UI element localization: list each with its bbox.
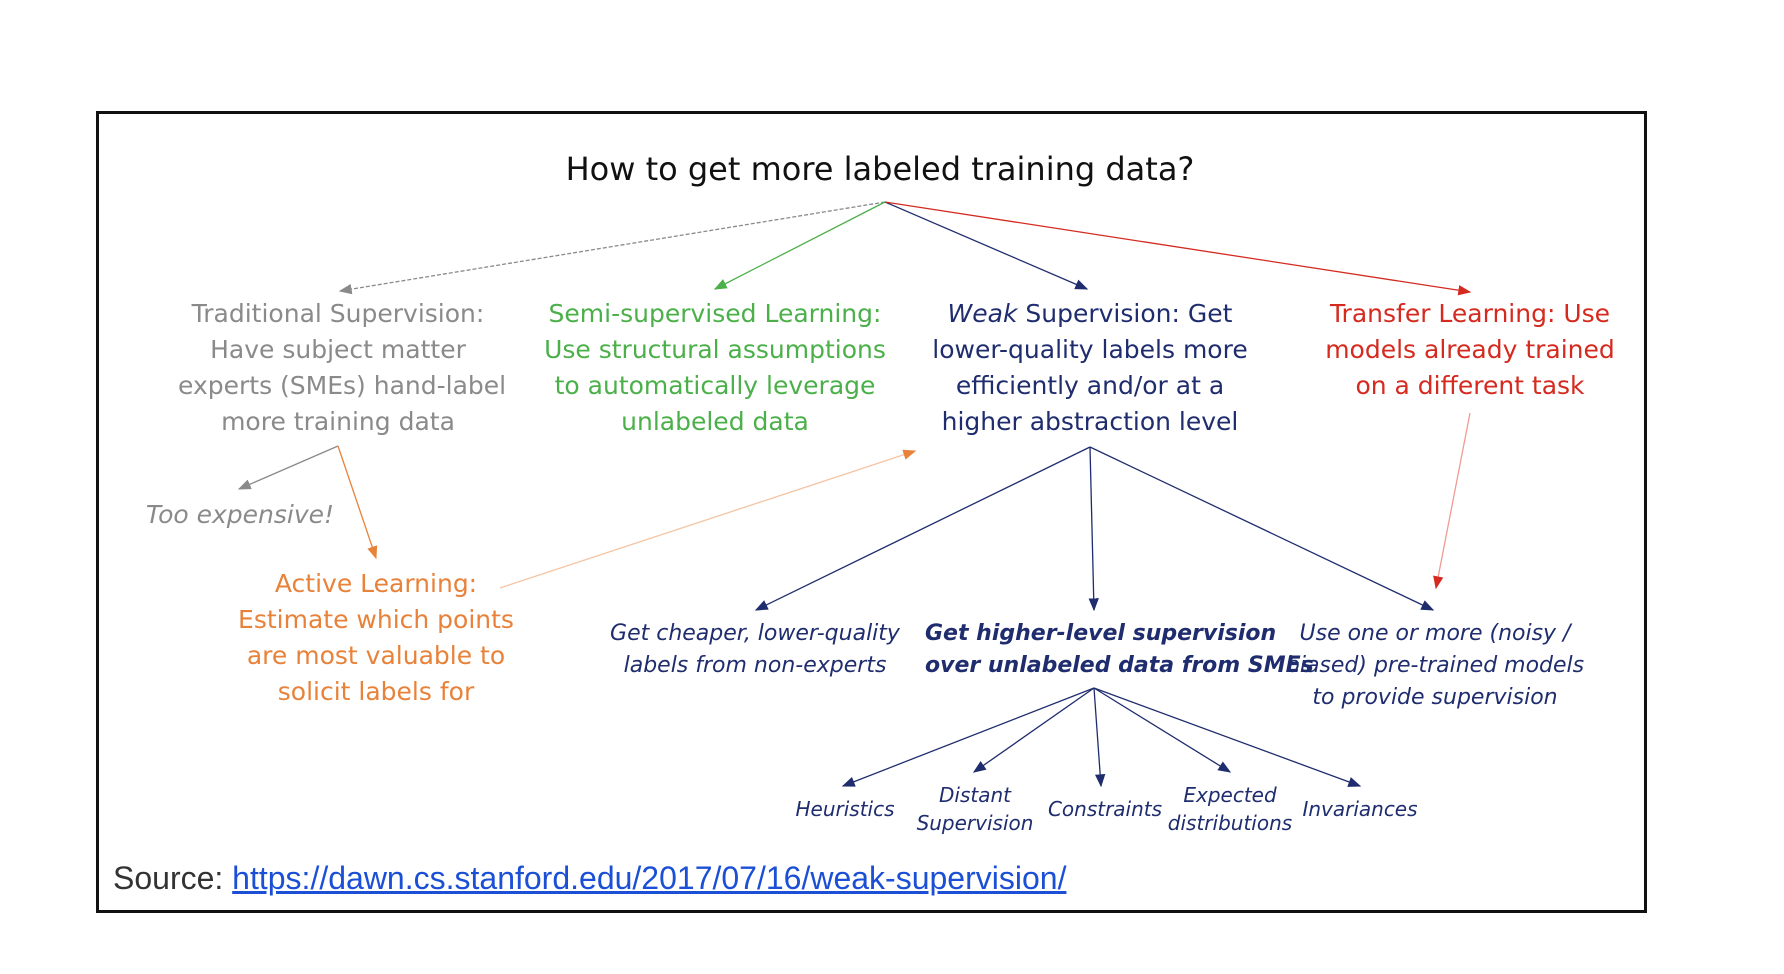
semi-line-3: unlabeled data (621, 407, 809, 436)
active-line-3: solicit labels for (277, 677, 475, 706)
cheaper-line-1: Get cheaper, lower-quality (610, 621, 900, 646)
transfer-heading-label: Transfer Learning: (1329, 299, 1556, 328)
weak-heading-italic: Weak (947, 299, 1018, 328)
semi-supervised-node: Semi-supervised Learning: Use structural… (540, 296, 890, 440)
higher-line-2: over unlabeled data from SMEs (925, 653, 1314, 678)
semi-heading: Semi-supervised Learning: (548, 299, 882, 328)
arrow-title-to-weak (884, 201, 1089, 290)
weak-heading-rest: Supervision: (1017, 299, 1180, 328)
diagram-frame (96, 111, 1647, 913)
traditional-line-1: Have subject matter (210, 335, 466, 364)
traditional-line-2: experts (SMEs) hand-label (178, 371, 507, 400)
arrow-active-to-weak (499, 449, 917, 589)
pretrained-line-1: Use one or more (noisy / (1299, 621, 1571, 646)
expected-line-2: distributions (1167, 811, 1293, 835)
leaf-heuristics: Heuristics (795, 797, 895, 821)
arrow-weak-to-pretrained (1089, 446, 1435, 611)
cheaper-labels-node: Get cheaper, lower-quality labels from n… (600, 618, 910, 682)
higher-level-supervision-node: Get higher-level supervision over unlabe… (925, 618, 1314, 682)
active-line-1: Estimate which points (238, 605, 514, 634)
pretrained-models-node: Use one or more (noisy / biased) pre-tra… (1280, 618, 1590, 714)
transfer-heading: Transfer Learning: Use (1320, 296, 1620, 332)
source-label: Source: (113, 860, 233, 896)
cheaper-line-2: labels from non-experts (623, 653, 887, 678)
diagram-title: How to get more labeled training data? (565, 150, 1195, 188)
expected-line-1: Expected (1183, 783, 1277, 807)
arrow-to-too-expensive (237, 445, 339, 490)
distant-line-2: Supervision (916, 811, 1034, 835)
weak-line-2: efficiently and/or at a (955, 371, 1225, 400)
leaf-constraints: Constraints (1047, 797, 1163, 821)
pretrained-line-2: biased) pre-trained models (1285, 653, 1585, 678)
semi-line-2: to automatically leverage (554, 371, 876, 400)
semi-line-1: Use structural assumptions (544, 335, 886, 364)
arrow-to-invariances (1093, 687, 1362, 787)
traditional-supervision-node: Traditional Supervision: Have subject ma… (178, 296, 507, 440)
active-line-2: are most valuable to (246, 641, 506, 670)
arrow-to-expected (1093, 687, 1232, 773)
active-learning-node: Active Learning: Estimate which points a… (226, 566, 526, 710)
active-heading: Active Learning: (274, 569, 478, 598)
transfer-line-1: models already trained (1325, 335, 1615, 364)
weak-heading-tail: Get (1179, 299, 1233, 328)
weak-heading: Weak Supervision: Get (920, 296, 1260, 332)
arrow-weak-to-cheaper (754, 446, 1091, 611)
higher-line-1: Get higher-level supervision (925, 621, 1277, 646)
arrow-to-active-learning (337, 445, 378, 560)
traditional-line-3: more training data (221, 407, 455, 436)
weak-line-1: lower-quality labels more (932, 335, 1248, 364)
transfer-learning-node: Transfer Learning: Use models already tr… (1320, 296, 1620, 404)
weak-supervision-node: Weak Supervision: Get lower-quality labe… (920, 296, 1260, 440)
arrow-weak-to-higher (1088, 446, 1099, 612)
distant-line-1: Distant (939, 783, 1011, 807)
arrow-to-distant (972, 687, 1095, 773)
transfer-line-2: on a different task (1355, 371, 1585, 400)
leaf-invariances: Invariances (1302, 797, 1418, 821)
arrow-title-to-transfer (884, 201, 1472, 296)
weak-line-3: higher abstraction level (941, 407, 1239, 436)
arrow-title-to-traditional (338, 201, 886, 295)
source-citation: Source: https://dawn.cs.stanford.edu/201… (113, 860, 1066, 897)
pretrained-line-3: to provide supervision (1312, 685, 1558, 710)
leaf-distant-supervision: Distant Supervision (900, 781, 1050, 837)
arrow-to-heuristics (841, 687, 1095, 787)
transfer-heading-tail: Use (1555, 299, 1611, 328)
arrow-to-constraints (1093, 687, 1106, 788)
arrow-title-to-semi (713, 201, 886, 290)
traditional-heading: Traditional Supervision: (191, 299, 485, 328)
leaf-expected-distributions: Expected distributions (1155, 781, 1305, 837)
arrow-transfer-to-pretrained (1433, 412, 1471, 590)
too-expensive-label: Too expensive! (145, 500, 335, 529)
source-link[interactable]: https://dawn.cs.stanford.edu/2017/07/16/… (232, 860, 1067, 896)
